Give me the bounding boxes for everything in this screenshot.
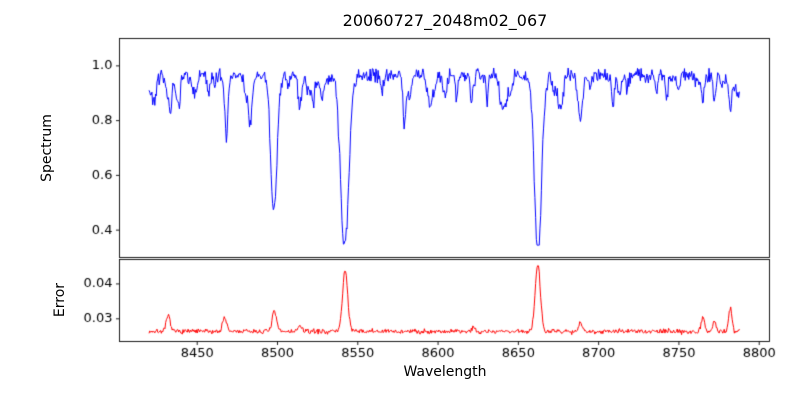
y-axis-label-error: Error [52, 282, 68, 318]
x-axis-label: Wavelength [403, 364, 487, 380]
y-axis-label-spectrum: Spectrum [39, 114, 55, 182]
chart-title: 20060727_2048m02_067 [342, 11, 548, 30]
